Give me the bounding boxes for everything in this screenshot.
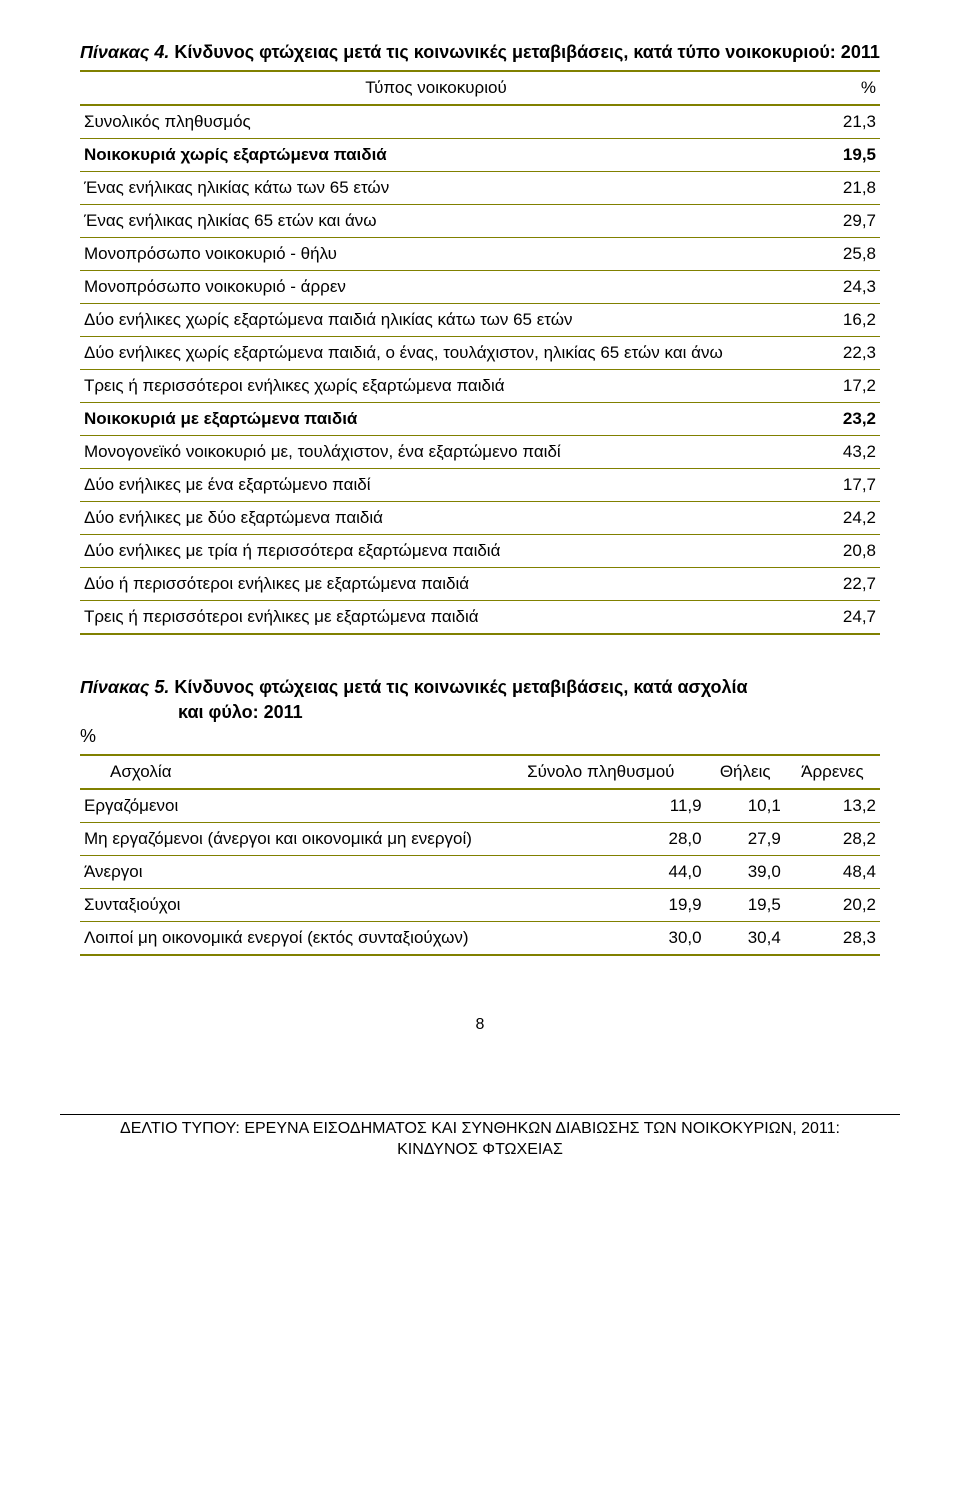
table4: Τύπος νοικοκυριού % Συνολικός πληθυσμός2… <box>80 70 880 635</box>
table4-row: Μονοπρόσωπο νοικοκυριό - θήλυ25,8 <box>80 238 880 271</box>
table5-cell-male: 28,3 <box>785 922 880 956</box>
table4-cell-label: Δύο ενήλικες χωρίς εξαρτώμενα παιδιά ηλι… <box>80 304 792 337</box>
table4-cell-label: Συνολικός πληθυσμός <box>80 105 792 139</box>
table5-cell-total: 30,0 <box>496 922 706 956</box>
table4-cell-value: 19,5 <box>792 139 880 172</box>
table5-row: Εργαζόμενοι11,910,113,2 <box>80 789 880 823</box>
table5-cell-male: 13,2 <box>785 789 880 823</box>
table5-row: Συνταξιούχοι19,919,520,2 <box>80 889 880 922</box>
table4-cell-value: 24,3 <box>792 271 880 304</box>
table5-row: Μη εργαζόμενοι (άνεργοι και οικονομικά μ… <box>80 823 880 856</box>
table5: Ασχολία Σύνολο πληθυσμού Θήλεις Άρρενες … <box>80 754 880 956</box>
table4-row: Συνολικός πληθυσμός21,3 <box>80 105 880 139</box>
table4-row: Δύο ενήλικες με ένα εξαρτώμενο παιδί17,7 <box>80 469 880 502</box>
table4-cell-label: Δύο ή περισσότεροι ενήλικες με εξαρτώμεν… <box>80 568 792 601</box>
table5-caption-title-l1: Κίνδυνος φτώχειας μετά τις κοινωνικές με… <box>174 677 747 697</box>
table5-cell-label: Εργαζόμενοι <box>80 789 496 823</box>
table4-cell-label: Ένας ενήλικας ηλικίας 65 ετών και άνω <box>80 205 792 238</box>
table4-row: Τρεις ή περισσότεροι ενήλικες χωρίς εξαρ… <box>80 370 880 403</box>
table4-cell-value: 25,8 <box>792 238 880 271</box>
table4-cell-value: 20,8 <box>792 535 880 568</box>
table5-cell-label: Λοιποί μη οικονομικά ενεργοί (εκτός συντ… <box>80 922 496 956</box>
table4-cell-value: 21,3 <box>792 105 880 139</box>
table4-cell-label: Δύο ενήλικες με ένα εξαρτώμενο παιδί <box>80 469 792 502</box>
table4-header-row: Τύπος νοικοκυριού % <box>80 71 880 105</box>
table4-cell-label: Τρεις ή περισσότεροι ενήλικες χωρίς εξαρ… <box>80 370 792 403</box>
table5-cell-total: 44,0 <box>496 856 706 889</box>
table5-col-activity: Ασχολία <box>80 755 496 789</box>
table4-row: Νοικοκυριά χωρίς εξαρτώμενα παιδιά19,5 <box>80 139 880 172</box>
footer: ΔΕΛΤΙΟ ΤΥΠΟΥ: ΕΡΕΥΝΑ ΕΙΣΟΔΗΜΑΤΟΣ ΚΑΙ ΣΥΝ… <box>60 1114 900 1161</box>
table4-row: Δύο ενήλικες χωρίς εξαρτώμενα παιδιά, ο … <box>80 337 880 370</box>
table5-cell-male: 48,4 <box>785 856 880 889</box>
table5-caption-title-l2: και φύλο: 2011 <box>80 700 880 724</box>
table5-cell-female: 27,9 <box>706 823 785 856</box>
table5-cell-label: Συνταξιούχοι <box>80 889 496 922</box>
table5-row: Άνεργοι44,039,048,4 <box>80 856 880 889</box>
table4-cell-value: 43,2 <box>792 436 880 469</box>
table5-cell-female: 19,5 <box>706 889 785 922</box>
table4-row: Μονογονεϊκό νοικοκυριό με, τουλάχιστον, … <box>80 436 880 469</box>
table4-col-percent: % <box>792 71 880 105</box>
table4-cell-label: Δύο ενήλικες χωρίς εξαρτώμενα παιδιά, ο … <box>80 337 792 370</box>
table5-percent-label: % <box>80 726 96 746</box>
table4-cell-value: 16,2 <box>792 304 880 337</box>
table5-cell-label: Μη εργαζόμενοι (άνεργοι και οικονομικά μ… <box>80 823 496 856</box>
table5-cell-female: 10,1 <box>706 789 785 823</box>
table4-cell-label: Νοικοκυριά με εξαρτώμενα παιδιά <box>80 403 792 436</box>
table5-cell-male: 28,2 <box>785 823 880 856</box>
table4-row: Δύο ενήλικες με τρία ή περισσότερα εξαρτ… <box>80 535 880 568</box>
table4-col-type: Τύπος νοικοκυριού <box>80 71 792 105</box>
footer-line2: ΚΙΝΔΥΝΟΣ ΦΤΩΧΕΙΑΣ <box>60 1140 900 1161</box>
table4-cell-value: 24,2 <box>792 502 880 535</box>
table4-row: Ένας ενήλικας ηλικίας 65 ετών και άνω29,… <box>80 205 880 238</box>
table4-cell-value: 23,2 <box>792 403 880 436</box>
table4-row: Ένας ενήλικας ηλικίας κάτω των 65 ετών21… <box>80 172 880 205</box>
page-number: 8 <box>80 1016 880 1034</box>
footer-line1: ΔΕΛΤΙΟ ΤΥΠΟΥ: ΕΡΕΥΝΑ ΕΙΣΟΔΗΜΑΤΟΣ ΚΑΙ ΣΥΝ… <box>60 1119 900 1140</box>
table4-cell-label: Μονοπρόσωπο νοικοκυριό - θήλυ <box>80 238 792 271</box>
table4-cell-label: Μονοπρόσωπο νοικοκυριό - άρρεν <box>80 271 792 304</box>
table5-cell-total: 19,9 <box>496 889 706 922</box>
table4-cell-value: 17,2 <box>792 370 880 403</box>
table4-cell-value: 29,7 <box>792 205 880 238</box>
table4-caption-title: Κίνδυνος φτώχειας μετά τις κοινωνικές με… <box>174 42 879 62</box>
table5-cell-label: Άνεργοι <box>80 856 496 889</box>
table4-row: Δύο ή περισσότεροι ενήλικες με εξαρτώμεν… <box>80 568 880 601</box>
table4-row: Δύο ενήλικες με δύο εξαρτώμενα παιδιά24,… <box>80 502 880 535</box>
table4-cell-value: 22,3 <box>792 337 880 370</box>
table5-cell-total: 28,0 <box>496 823 706 856</box>
table4-cell-label: Μονογονεϊκό νοικοκυριό με, τουλάχιστον, … <box>80 436 792 469</box>
table4-cell-label: Τρεις ή περισσότεροι ενήλικες με εξαρτώμ… <box>80 601 792 635</box>
page-content: Πίνακας 4. Κίνδυνος φτώχειας μετά τις κο… <box>0 0 960 1054</box>
table5-row: Λοιποί μη οικονομικά ενεργοί (εκτός συντ… <box>80 922 880 956</box>
table4-caption: Πίνακας 4. Κίνδυνος φτώχειας μετά τις κο… <box>80 40 880 64</box>
table5-col-male: Άρρενες <box>785 755 880 789</box>
table5-col-total: Σύνολο πληθυσμού <box>496 755 706 789</box>
table4-caption-prefix: Πίνακας 4. <box>80 42 169 62</box>
table4-cell-label: Νοικοκυριά χωρίς εξαρτώμενα παιδιά <box>80 139 792 172</box>
table4-cell-label: Δύο ενήλικες με τρία ή περισσότερα εξαρτ… <box>80 535 792 568</box>
table5-cell-male: 20,2 <box>785 889 880 922</box>
table4-row: Μονοπρόσωπο νοικοκυριό - άρρεν24,3 <box>80 271 880 304</box>
table4-cell-value: 21,8 <box>792 172 880 205</box>
table4-row: Δύο ενήλικες χωρίς εξαρτώμενα παιδιά ηλι… <box>80 304 880 337</box>
table4-row: Τρεις ή περισσότεροι ενήλικες με εξαρτώμ… <box>80 601 880 635</box>
table5-cell-female: 30,4 <box>706 922 785 956</box>
table5-cell-total: 11,9 <box>496 789 706 823</box>
table5-header-row: Ασχολία Σύνολο πληθυσμού Θήλεις Άρρενες <box>80 755 880 789</box>
table4-row: Νοικοκυριά με εξαρτώμενα παιδιά23,2 <box>80 403 880 436</box>
table4-cell-label: Ένας ενήλικας ηλικίας κάτω των 65 ετών <box>80 172 792 205</box>
table4-cell-value: 17,7 <box>792 469 880 502</box>
table4-cell-label: Δύο ενήλικες με δύο εξαρτώμενα παιδιά <box>80 502 792 535</box>
table4-cell-value: 22,7 <box>792 568 880 601</box>
table5-caption: Πίνακας 5. Κίνδυνος φτώχειας μετά τις κο… <box>80 675 880 748</box>
table5-col-female: Θήλεις <box>706 755 785 789</box>
table4-cell-value: 24,7 <box>792 601 880 635</box>
table5-cell-female: 39,0 <box>706 856 785 889</box>
table5-caption-prefix: Πίνακας 5. <box>80 677 169 697</box>
